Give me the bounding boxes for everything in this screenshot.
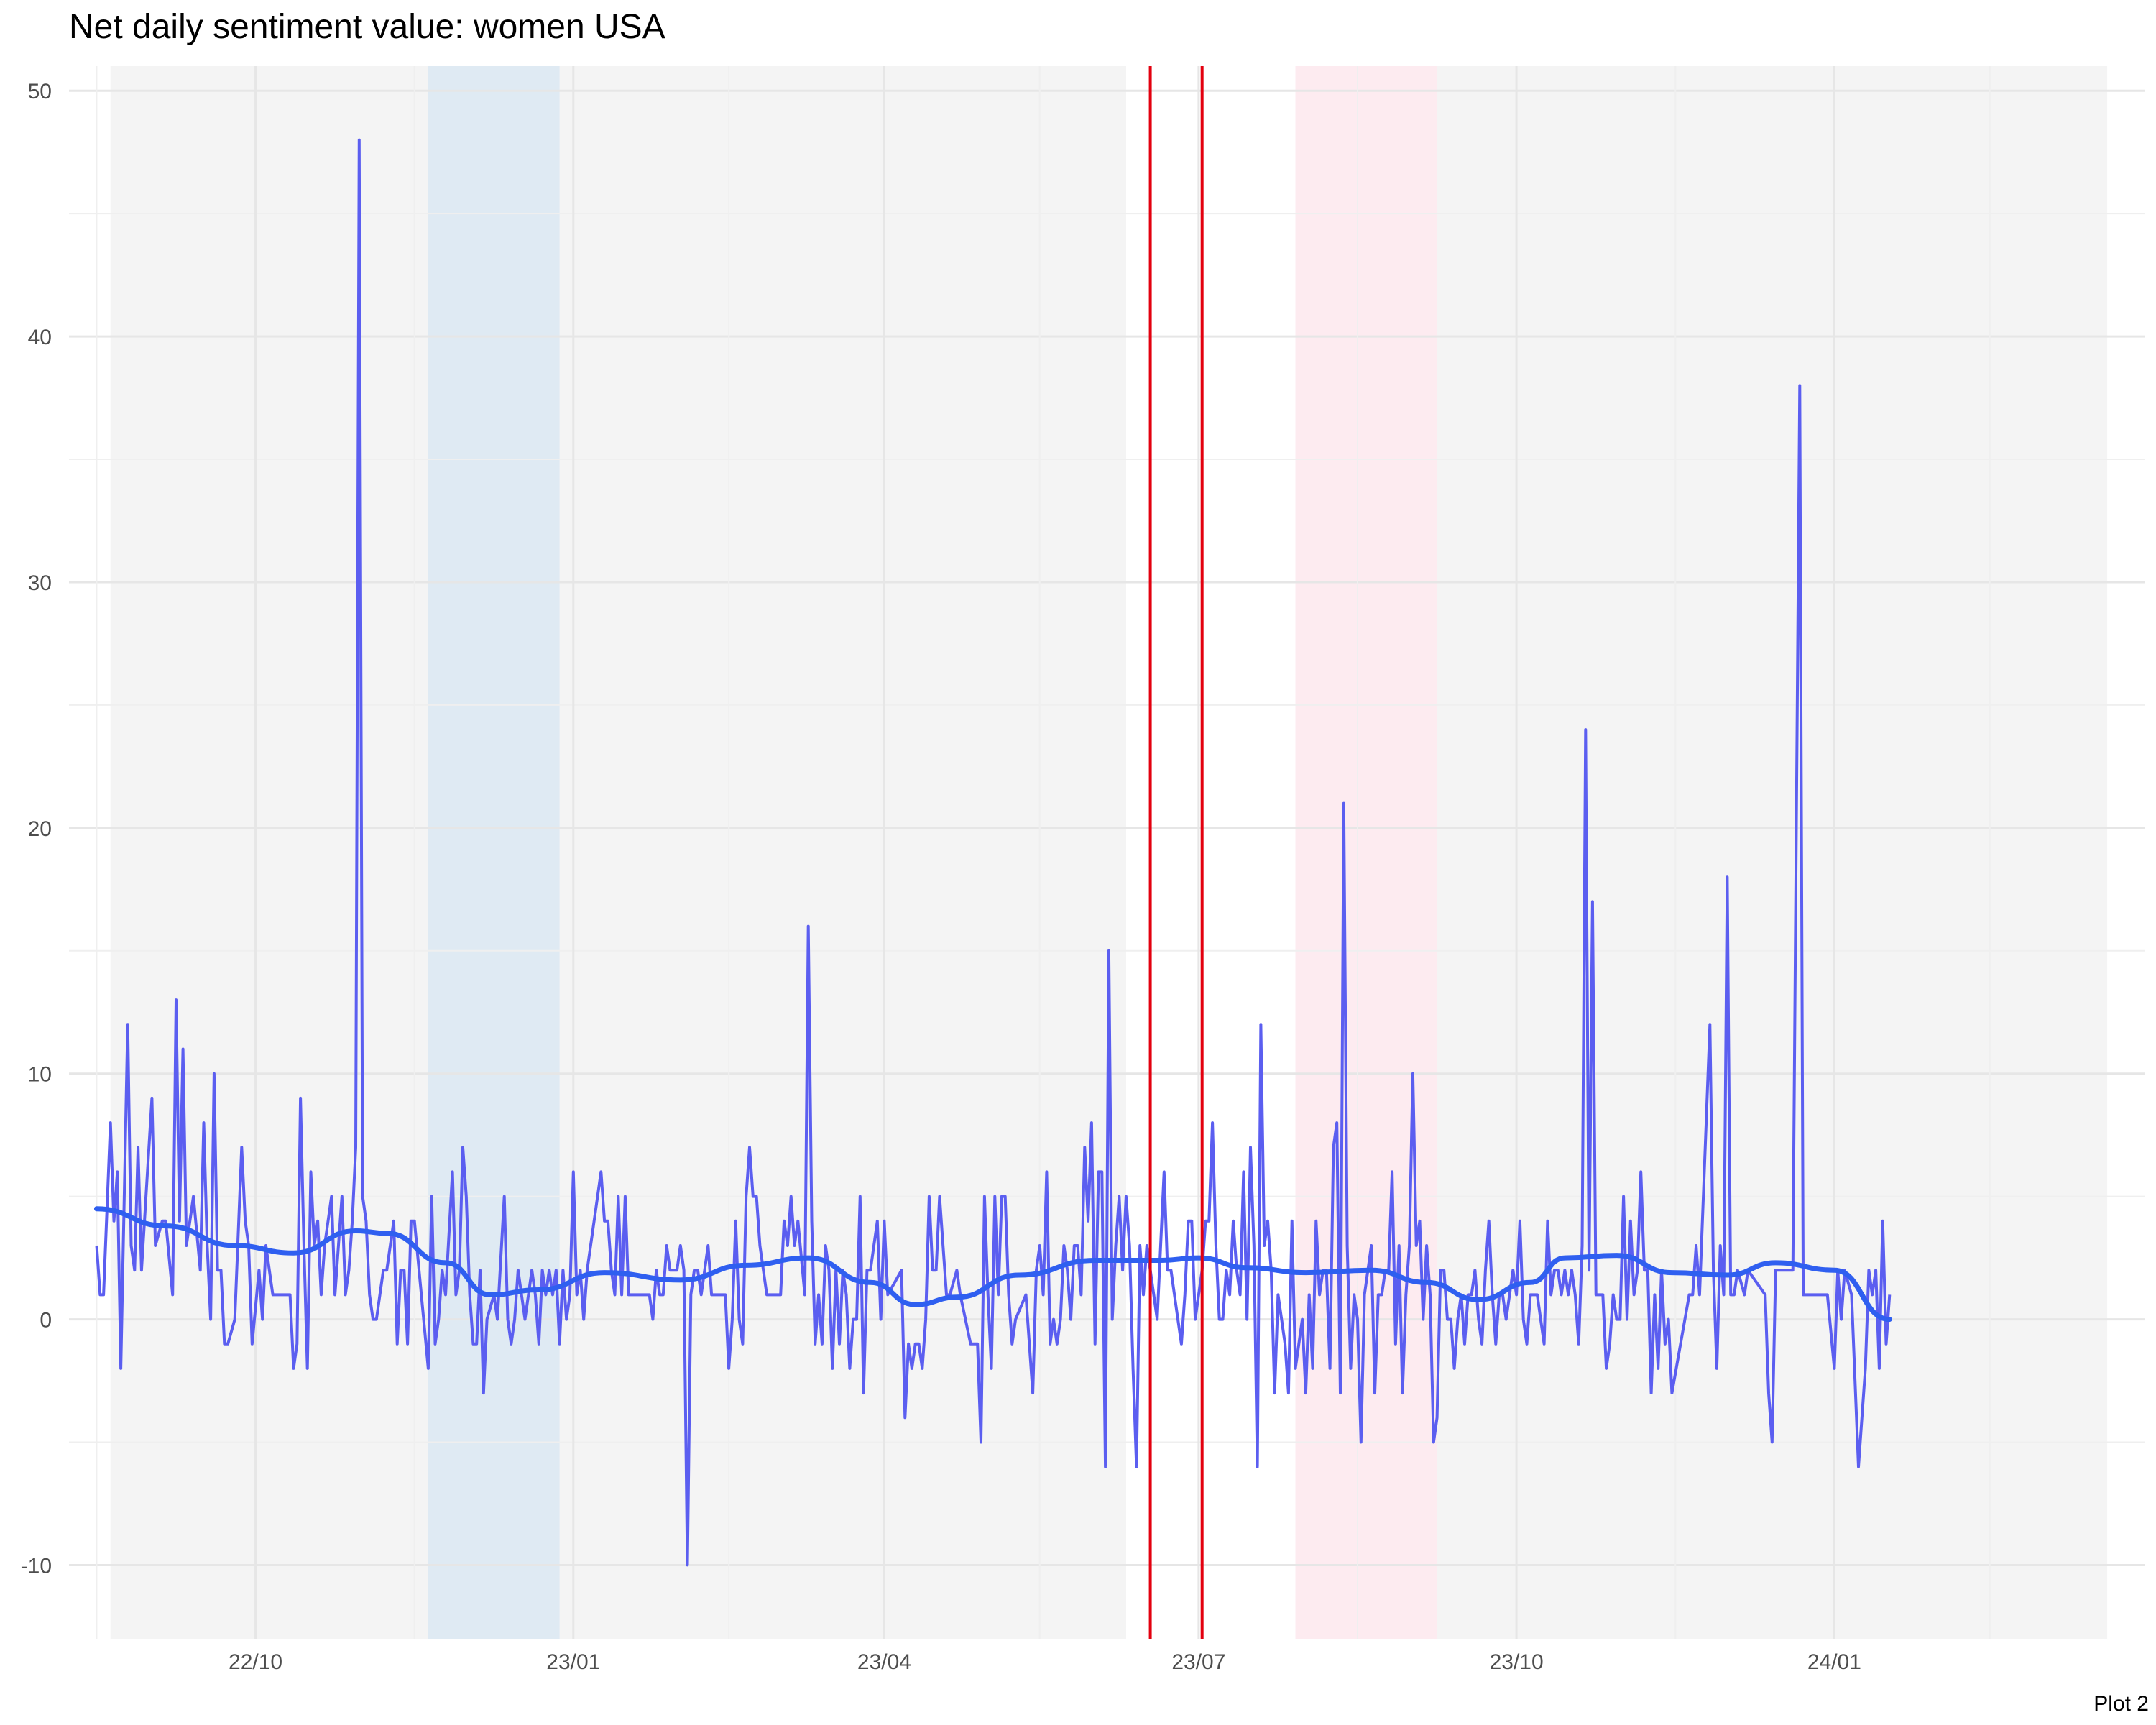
smoothed-trend-line <box>93 1206 1892 1322</box>
x-tick-label: 23/07 <box>1171 1650 1225 1674</box>
shaded-period <box>110 66 2108 1639</box>
x-tick-label: 22/10 <box>229 1650 282 1674</box>
y-tick-label: 20 <box>28 817 52 841</box>
y-tick-label: -10 <box>21 1554 52 1578</box>
shaded-period <box>1295 66 1437 1639</box>
y-tick-label: 30 <box>28 571 52 595</box>
unshaded-period <box>1125 66 1296 1639</box>
chart-title: Net daily sentiment value: women USA <box>69 8 665 46</box>
shaded-period <box>428 66 560 1639</box>
x-tick-label: 23/04 <box>857 1650 911 1674</box>
x-tick-label: 23/01 <box>546 1650 600 1674</box>
x-tick-label: 24/01 <box>1807 1650 1861 1674</box>
x-tick-label: 23/10 <box>1490 1650 1544 1674</box>
y-tick-label: 40 <box>28 326 52 349</box>
plot-caption: Plot 2 <box>2093 1692 2149 1716</box>
daily-sentiment-line <box>95 138 1892 1567</box>
y-tick-label: 50 <box>28 80 52 104</box>
y-tick-label: 10 <box>28 1063 52 1087</box>
y-tick-label: 0 <box>40 1309 52 1333</box>
